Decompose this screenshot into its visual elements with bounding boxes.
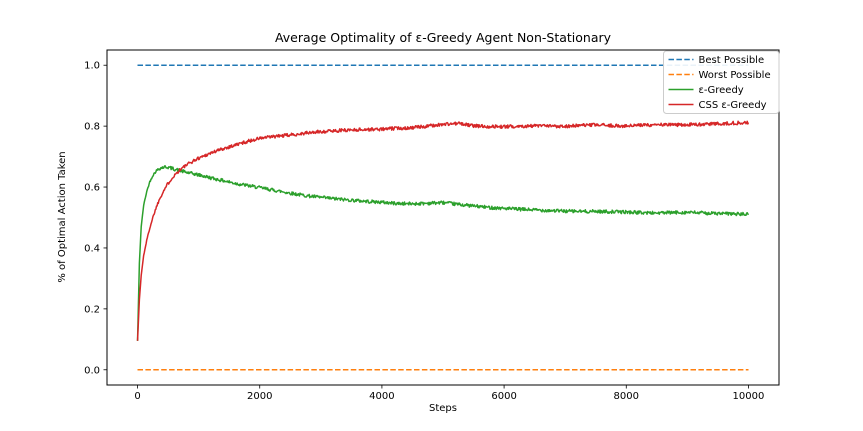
legend-box <box>663 50 780 114</box>
legend-label: CSS ε-Greedy <box>699 100 767 111</box>
legend-layer: Best Possible Worst Possible ε-Greedy CSS ε… <box>663 50 780 114</box>
y-axis-tick-label: 0.6 <box>84 183 100 194</box>
line--greedy <box>136 164 750 341</box>
y-axis-label: % of Optimal Action Taken <box>57 151 68 282</box>
x-axis-tick-label: 10000 <box>733 391 765 402</box>
chart-title: Average Optimality of ε-Greedy Agent Non… <box>275 30 612 45</box>
y-axis-tick-label: 1.0 <box>84 61 100 72</box>
x-axis-label: Steps <box>429 403 457 414</box>
y-axis-tick-label: 0.4 <box>84 243 100 254</box>
legend-label: Worst Possible <box>699 70 771 81</box>
legend-label: Best Possible <box>699 55 765 66</box>
x-axis-tick-label: 8000 <box>614 391 639 402</box>
y-axis-tick-label: 0.0 <box>84 365 100 376</box>
legend-label: ε-Greedy <box>699 85 744 96</box>
x-axis-tick-label: 0 <box>134 391 140 402</box>
x-axis-tick-label: 6000 <box>491 391 516 402</box>
x-axis-tick-label: 2000 <box>247 391 272 402</box>
y-axis-tick-label: 0.8 <box>84 122 100 133</box>
x-axis-tick-label: 4000 <box>369 391 394 402</box>
plot-border <box>106 49 780 386</box>
line-css-greedy <box>136 120 750 341</box>
plot-layer: 0 2000 4000 6000 8000 10000 0.0 0.2 0.4 0.6 0.8 1.0 <box>84 49 780 402</box>
y-axis-tick-label: 0.2 <box>84 304 100 315</box>
